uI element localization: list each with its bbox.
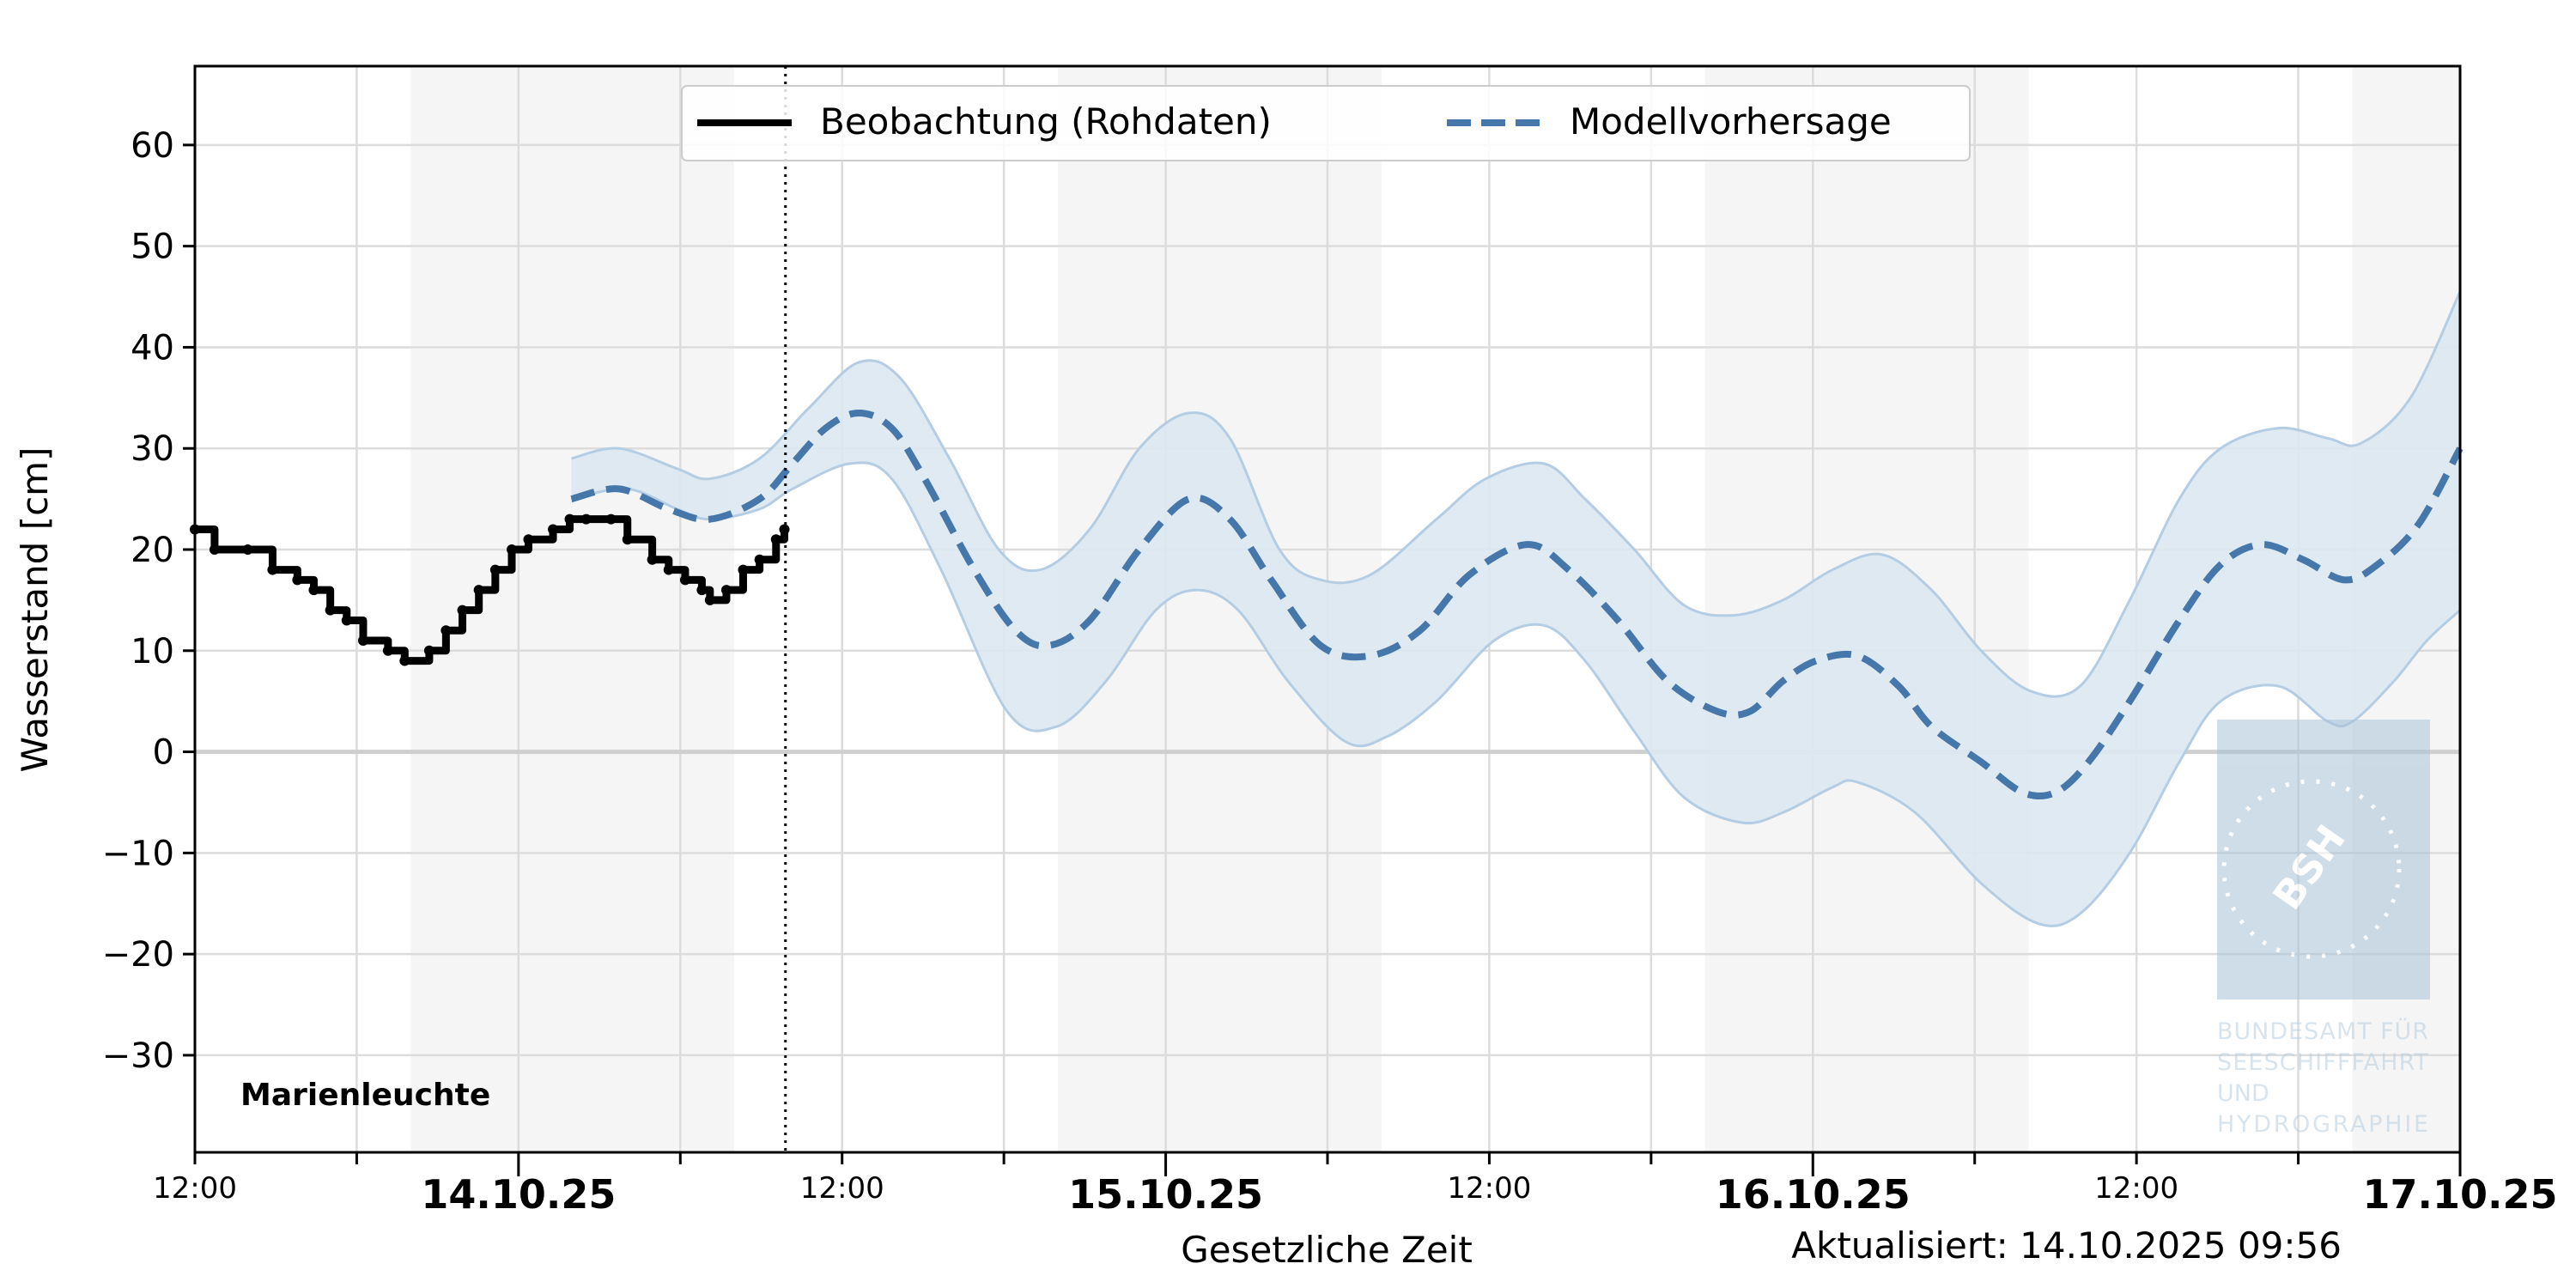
- observation-point: [382, 645, 393, 656]
- logo-line-2: SEESCHIFFFAHRT: [2217, 1049, 2429, 1076]
- observation-point: [341, 615, 352, 626]
- observation-point: [209, 544, 220, 556]
- observation-point: [704, 594, 715, 605]
- x-axis-label: Gesetzliche Zeit: [1181, 1229, 1473, 1271]
- x-tick-label-time: 12:00: [153, 1171, 237, 1206]
- y-tick-label: 60: [131, 126, 174, 166]
- observation-point: [647, 554, 658, 565]
- bsh-logo-watermark: BSH BUNDESAMT FÜR SEESCHIFFFAHRT UND HYD…: [2217, 720, 2430, 1138]
- y-tick-label: −30: [102, 1036, 174, 1076]
- x-tick-label-time: 12:00: [800, 1171, 884, 1206]
- y-axis-label: Wasserstand [cm]: [14, 447, 56, 773]
- band-area: [571, 291, 2461, 927]
- logo-box: [2217, 720, 2430, 999]
- logo-line-1: BUNDESAMT FÜR: [2217, 1018, 2428, 1045]
- observation-point: [663, 564, 674, 575]
- y-tick-label: 50: [131, 228, 174, 267]
- legend-observation-label: Beobachtung (Rohdaten): [820, 100, 1272, 143]
- observation-point: [440, 625, 452, 636]
- logo-line-3: UND: [2217, 1080, 2269, 1107]
- observation-point: [564, 513, 575, 525]
- band-upper-edge: [571, 291, 2462, 698]
- observation-point: [399, 655, 410, 666]
- observation-point: [696, 585, 708, 596]
- y-tick-label: −20: [102, 935, 174, 975]
- observation-point: [357, 635, 368, 647]
- observation-point: [605, 513, 617, 525]
- observation-point: [325, 605, 336, 616]
- x-tick-label-time: 12:00: [1447, 1171, 1531, 1206]
- x-tick-label-date: 15.10.25: [1068, 1171, 1263, 1218]
- observation-point: [754, 554, 765, 565]
- observation-point: [770, 534, 781, 545]
- x-tick-label-date: 16.10.25: [1716, 1171, 1911, 1218]
- y-tick-label: 30: [131, 429, 174, 469]
- observation-point: [622, 534, 633, 545]
- x-tick-label-date: 14.10.25: [421, 1171, 616, 1218]
- station-name: Marienleuchte: [240, 1078, 490, 1113]
- observation-point: [523, 534, 534, 545]
- x-tick-label-time: 12:00: [2094, 1171, 2178, 1206]
- logo-dotted-circle: [2221, 779, 2402, 959]
- observation-point: [489, 564, 501, 575]
- band-lower-edge: [571, 461, 2462, 927]
- x-tick-label-date: 17.10.25: [2363, 1171, 2558, 1218]
- observation-point: [267, 564, 278, 575]
- forecast-line: [570, 409, 2464, 800]
- observation-point: [679, 574, 690, 586]
- logo-line-4: HYDROGRAPHIE: [2217, 1111, 2428, 1138]
- y-tick-label: 40: [131, 328, 174, 368]
- axis-ticks: −30 −20 −10 0 10 20 30 40 50 60 12:00 14.10.25 12:00…: [102, 126, 2558, 1218]
- legend: Beobachtung (Rohdaten) Modellvorhersage: [681, 85, 1971, 161]
- legend-box: [681, 85, 1971, 161]
- y-tick-label: −10: [102, 834, 174, 873]
- observation-point: [738, 564, 749, 575]
- observation-point: [242, 544, 253, 556]
- observation-point: [292, 574, 303, 586]
- updated-timestamp: Aktualisiert: 14.10.2025 09:56: [1791, 1224, 2342, 1267]
- observation-point: [308, 585, 319, 596]
- y-tick-label: 10: [131, 632, 174, 671]
- y-tick-label: 0: [153, 733, 174, 773]
- observation-point: [473, 585, 484, 596]
- forecast-uncertainty-band: [571, 291, 2462, 927]
- observation-point: [423, 645, 434, 656]
- observation-point: [779, 524, 790, 535]
- legend-forecast-label: Modellvorhersage: [1570, 100, 1892, 143]
- observation-point: [580, 513, 592, 525]
- observation-point: [720, 585, 732, 596]
- observation-point: [507, 544, 518, 556]
- y-tick-label: 20: [131, 531, 174, 570]
- observation-point: [457, 605, 468, 616]
- observation-point: [548, 524, 559, 535]
